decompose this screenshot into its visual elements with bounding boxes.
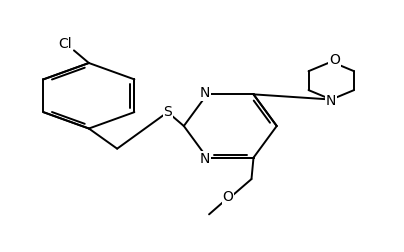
Text: N: N [326,94,337,108]
Text: S: S [163,105,172,119]
Text: N: N [200,86,210,100]
Text: O: O [329,53,340,68]
Text: O: O [223,191,234,204]
Text: N: N [200,152,210,166]
Text: Cl: Cl [58,37,72,51]
